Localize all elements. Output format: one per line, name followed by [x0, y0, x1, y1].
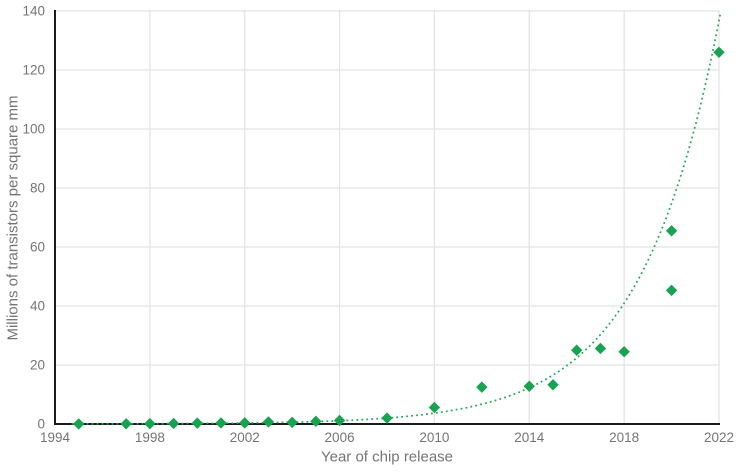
y-tick-label: 20	[30, 358, 45, 373]
y-tick-label: 60	[30, 240, 45, 255]
data-point-diamond	[428, 401, 441, 414]
data-point-diamond	[262, 416, 275, 428]
data-point-diamond	[523, 380, 535, 392]
x-tick-label: 2014	[514, 430, 545, 445]
data-point-diamond	[333, 414, 346, 427]
y-tick-label: 40	[30, 299, 45, 314]
data-point-diamond	[239, 417, 251, 429]
x-tick-label: 2006	[325, 430, 355, 445]
data-point-diamond	[286, 416, 298, 429]
y-tick-label: 80	[30, 181, 45, 196]
data-point-diamond	[191, 417, 203, 429]
data-point-diamond	[381, 412, 393, 424]
data-point-diamond	[594, 342, 607, 355]
data-point-diamond	[167, 417, 180, 430]
x-tick-label: 1998	[135, 430, 165, 445]
x-tick-label: 1994	[40, 430, 71, 445]
y-tick-label: 100	[22, 122, 45, 137]
data-point-diamond	[73, 418, 85, 430]
data-point-diamond	[618, 346, 630, 358]
y-tick-label: 140	[22, 4, 45, 19]
data-point-diamond	[215, 417, 227, 429]
data-point-diamond	[713, 46, 725, 58]
x-tick-label: 2010	[419, 430, 449, 445]
data-point-diamond	[144, 417, 156, 430]
data-point-diamond	[665, 284, 678, 297]
data-point-diamond	[571, 344, 583, 356]
x-tick-label: 2002	[230, 430, 260, 445]
x-tick-label: 2018	[609, 430, 639, 445]
data-point-diamond	[547, 379, 559, 391]
data-point-diamond	[665, 225, 678, 237]
y-tick-label: 0	[37, 417, 45, 432]
data-point-diamond	[310, 415, 322, 428]
y-axis-title: Millions of transistors per square mm	[4, 95, 22, 341]
y-tick-label: 120	[22, 63, 45, 78]
x-tick-label: 2022	[704, 430, 734, 445]
data-point-diamond	[476, 381, 488, 393]
x-axis-title: Year of chip release	[320, 448, 454, 466]
data-point-diamond	[120, 418, 132, 430]
trend-line	[71, 13, 722, 425]
